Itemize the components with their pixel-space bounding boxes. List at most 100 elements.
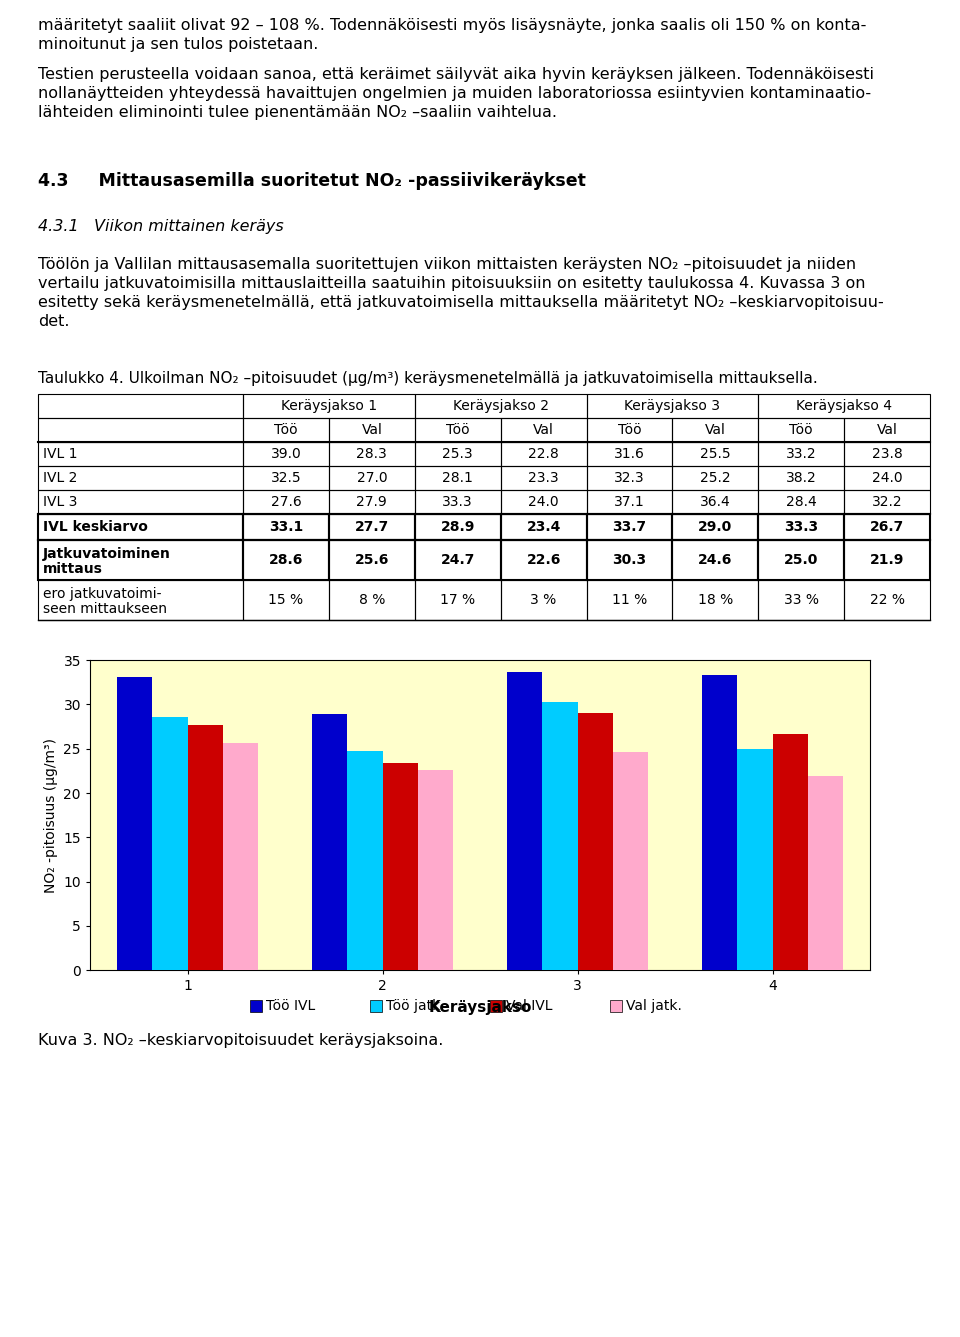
Bar xyxy=(587,418,672,443)
Text: Testien perusteella voidaan sanoa, että keräimet säilyvät aika hyvin keräyksen j: Testien perusteella voidaan sanoa, että … xyxy=(38,67,874,83)
Text: 22.6: 22.6 xyxy=(526,554,561,567)
Text: 22 %: 22 % xyxy=(870,594,904,607)
Text: Keräysjakso 4: Keräysjakso 4 xyxy=(796,400,892,413)
Bar xyxy=(38,443,243,467)
Text: Töö: Töö xyxy=(789,424,813,437)
Bar xyxy=(844,491,930,515)
Text: 28.6: 28.6 xyxy=(269,554,303,567)
Text: 32.3: 32.3 xyxy=(614,471,645,485)
Bar xyxy=(758,443,844,467)
Text: 24.0: 24.0 xyxy=(528,495,559,509)
Bar xyxy=(587,467,672,491)
Bar xyxy=(587,491,672,515)
Bar xyxy=(243,418,329,443)
Bar xyxy=(38,491,243,515)
Bar xyxy=(38,394,243,418)
Bar xyxy=(501,418,587,443)
Bar xyxy=(610,1000,622,1012)
Text: Töö: Töö xyxy=(275,424,298,437)
Text: 27.6: 27.6 xyxy=(271,495,301,509)
Bar xyxy=(807,777,843,971)
Text: 28.9: 28.9 xyxy=(441,520,475,535)
Bar xyxy=(501,443,587,467)
Bar xyxy=(501,467,587,491)
Bar xyxy=(612,753,648,971)
Bar xyxy=(153,717,187,971)
Text: 32.2: 32.2 xyxy=(872,495,902,509)
Bar xyxy=(490,1000,502,1012)
Text: 11 %: 11 % xyxy=(612,594,647,607)
Text: Töö: Töö xyxy=(617,424,641,437)
Bar xyxy=(758,418,844,443)
Bar xyxy=(243,394,415,418)
Bar xyxy=(38,467,243,491)
Bar xyxy=(587,443,672,467)
Text: Jatkuvatoiminen: Jatkuvatoiminen xyxy=(43,547,171,562)
Text: 33.2: 33.2 xyxy=(786,447,817,461)
Text: Keräysjakso 2: Keräysjakso 2 xyxy=(453,400,549,413)
Text: määritetyt saaliit olivat 92 – 108 %. Todennäköisesti myös lisäysnäyte, jonka sa: määritetyt saaliit olivat 92 – 108 %. To… xyxy=(38,17,866,33)
Text: Töö IVL: Töö IVL xyxy=(266,999,315,1013)
Bar xyxy=(501,540,587,580)
Text: seen mittaukseen: seen mittaukseen xyxy=(43,602,167,616)
Bar xyxy=(703,675,737,971)
Text: 15 %: 15 % xyxy=(269,594,303,607)
Text: Töölön ja Vallilan mittausasemalla suoritettujen viikon mittaisten keräysten NO₂: Töölön ja Vallilan mittausasemalla suori… xyxy=(38,258,856,273)
Bar xyxy=(415,580,501,620)
Bar xyxy=(672,467,758,491)
Bar xyxy=(38,580,243,620)
Bar xyxy=(329,467,415,491)
Text: 27.9: 27.9 xyxy=(356,495,387,509)
Text: 31.6: 31.6 xyxy=(614,447,645,461)
Text: mittaus: mittaus xyxy=(43,562,103,576)
Bar xyxy=(672,515,758,540)
Text: 24.6: 24.6 xyxy=(698,554,732,567)
Bar xyxy=(415,394,587,418)
Bar xyxy=(418,770,453,971)
Text: 33.7: 33.7 xyxy=(612,520,646,535)
Text: Töö jatk.: Töö jatk. xyxy=(386,999,444,1013)
Text: 3 %: 3 % xyxy=(531,594,557,607)
Bar xyxy=(758,491,844,515)
Text: 8 %: 8 % xyxy=(359,594,385,607)
Bar xyxy=(587,580,672,620)
Bar xyxy=(329,491,415,515)
Text: 36.4: 36.4 xyxy=(700,495,731,509)
Text: Taulukko 4. Ulkoilman NO₂ –pitoisuudet (μg/m³) keräysmenetelmällä ja jatkuvatoim: Taulukko 4. Ulkoilman NO₂ –pitoisuudet (… xyxy=(38,372,818,386)
Bar xyxy=(38,540,243,580)
Text: 26.7: 26.7 xyxy=(870,520,904,535)
Text: 33.3: 33.3 xyxy=(443,495,473,509)
Text: IVL 3: IVL 3 xyxy=(43,495,78,509)
Bar xyxy=(507,671,542,971)
Text: 4.3.1   Viikon mittainen keräys: 4.3.1 Viikon mittainen keräys xyxy=(38,219,284,234)
Bar xyxy=(587,540,672,580)
Text: 24.7: 24.7 xyxy=(441,554,475,567)
Bar xyxy=(329,580,415,620)
Bar xyxy=(38,515,243,540)
Bar xyxy=(38,418,243,443)
Bar xyxy=(758,394,930,418)
Text: 29.0: 29.0 xyxy=(698,520,732,535)
Bar xyxy=(329,540,415,580)
Bar xyxy=(844,467,930,491)
Bar xyxy=(672,580,758,620)
Text: 33.1: 33.1 xyxy=(269,520,303,535)
Bar xyxy=(501,580,587,620)
Bar xyxy=(329,443,415,467)
Text: Val: Val xyxy=(705,424,726,437)
Bar xyxy=(382,763,418,971)
Bar xyxy=(415,515,501,540)
Text: Val jatk.: Val jatk. xyxy=(626,999,682,1013)
Text: 32.5: 32.5 xyxy=(271,471,301,485)
Bar xyxy=(578,714,612,971)
Bar xyxy=(501,491,587,515)
Bar xyxy=(329,418,415,443)
Bar xyxy=(758,540,844,580)
Text: 27.0: 27.0 xyxy=(356,471,387,485)
Bar xyxy=(415,418,501,443)
Bar xyxy=(348,751,382,971)
Text: Val: Val xyxy=(876,424,898,437)
Text: 30.3: 30.3 xyxy=(612,554,646,567)
Bar xyxy=(415,540,501,580)
Text: Val IVL: Val IVL xyxy=(506,999,553,1013)
